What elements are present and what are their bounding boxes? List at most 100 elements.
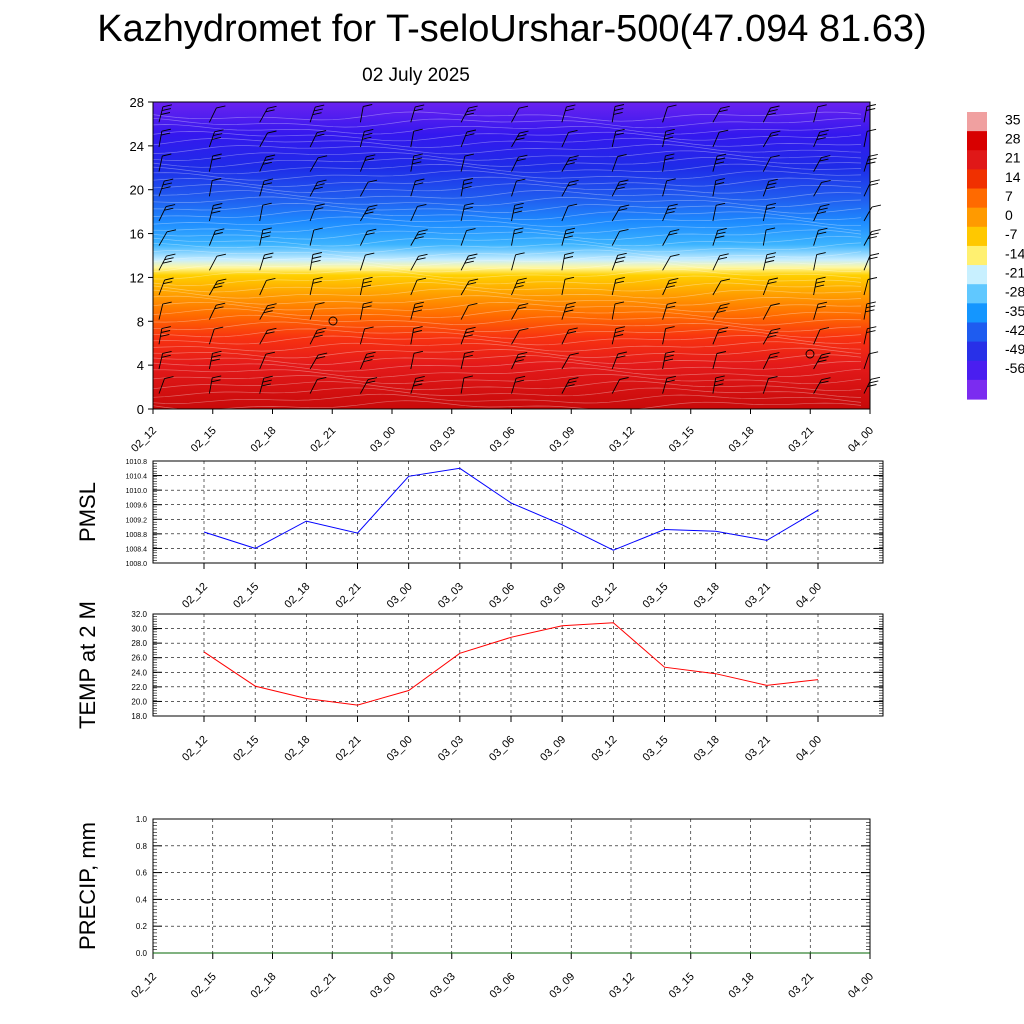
- wind-barb-162: [813, 227, 828, 246]
- wind-barb-23: [208, 105, 226, 123]
- xtick-label: 03_18: [692, 734, 722, 764]
- xtick-label: 03_06: [488, 971, 518, 1001]
- heatmap-xtick-label: 02_21: [308, 425, 338, 455]
- ytick-label: 24.0: [131, 668, 147, 677]
- wind-barb-122: [662, 326, 675, 345]
- ytick-label: 1009.2: [126, 517, 148, 524]
- wind-barb-96: [561, 377, 579, 394]
- wind-barb-4: [158, 277, 174, 296]
- wind-barb-8: [158, 178, 174, 197]
- wind-barb-58: [359, 128, 374, 148]
- wind-barb-102: [561, 227, 576, 246]
- wind-barb-82: [460, 129, 476, 148]
- wind-barb-18: [208, 228, 225, 246]
- colorbar-label: 14: [1005, 169, 1021, 185]
- contour-line-34: [152, 176, 862, 187]
- wind-barb-26: [259, 327, 277, 345]
- colorbar-swatch: [967, 131, 987, 151]
- wind-barb-118: [611, 128, 625, 148]
- wind-barb-93: [511, 154, 528, 172]
- wind-barb-103: [561, 203, 578, 222]
- contour-line-33: [152, 183, 862, 194]
- contour-line-18: [152, 282, 862, 293]
- contour-line-16: [152, 295, 862, 306]
- wind-barb-30: [259, 227, 272, 246]
- wind-barb-79: [460, 202, 474, 222]
- wind-barb-159: [813, 301, 828, 320]
- wind-barb-66: [410, 229, 428, 246]
- contour-line-23: [152, 249, 862, 260]
- heatmap-xtick-label: 03_18: [727, 425, 757, 455]
- wind-barb-14: [208, 326, 224, 345]
- contour-line-7: [152, 354, 862, 365]
- wind-barb-148: [762, 277, 778, 296]
- xtick-label: 02_21: [334, 734, 364, 764]
- contour-line-20: [152, 268, 862, 280]
- xtick-label: 03_09: [547, 971, 577, 1001]
- ytick-label: 22.0: [131, 683, 147, 692]
- colorbar-label: 28: [1005, 131, 1021, 147]
- xtick-label: 03_00: [385, 734, 415, 764]
- contour-line-15: [152, 301, 862, 313]
- colorbar-label: 35: [1005, 111, 1021, 127]
- contour-line-8: [152, 347, 862, 359]
- wind-barb-76: [460, 278, 479, 296]
- wind-barb-143: [712, 105, 730, 123]
- contour-line-38: [152, 150, 862, 161]
- panel-frame: [152, 613, 884, 717]
- contour-line-21: [152, 262, 862, 273]
- xtick-label: 02_18: [282, 734, 312, 764]
- wind-barb-45: [309, 155, 328, 172]
- ytick-label: 28.0: [131, 639, 147, 648]
- wind-barb-111: [611, 301, 625, 320]
- colorbar-label: 7: [1005, 188, 1013, 204]
- wind-barb-34: [259, 130, 277, 148]
- xtick-label: 02_18: [282, 581, 312, 611]
- wind-barb-24: [259, 375, 273, 394]
- wind-barb-74: [460, 326, 476, 345]
- wind-barb-119: [611, 104, 625, 123]
- xtick-label: 03_09: [538, 734, 568, 764]
- wind-barb-80: [460, 178, 473, 197]
- wind-barb-151: [762, 202, 776, 222]
- wind-barb-20: [208, 178, 222, 197]
- heatmap-field: [153, 102, 870, 409]
- contour-line-0: [152, 400, 862, 411]
- wind-barb-6: [158, 229, 177, 246]
- wind-barb-160: [813, 276, 826, 296]
- wind-barb-89: [511, 252, 525, 271]
- wind-barb-163: [813, 203, 830, 222]
- colorbar-swatch: [967, 341, 987, 362]
- ytick-label: 1010.8: [126, 459, 148, 466]
- heatmap-xtick-label: 03_12: [607, 425, 637, 455]
- xtick-label: 03_15: [641, 581, 671, 611]
- heatmap-xtick-label: 02_12: [129, 425, 159, 455]
- wind-barb-156: [813, 377, 831, 394]
- colorbar-swatch: [967, 322, 987, 343]
- xtick-label: 03_12: [589, 734, 619, 764]
- ytick-label: 20.0: [131, 697, 147, 706]
- wind-barbs: [158, 104, 881, 394]
- wind-barb-36: [309, 376, 327, 394]
- wind-barb-1: [158, 350, 172, 370]
- wind-barb-86: [511, 327, 529, 345]
- wind-barb-17: [209, 253, 226, 271]
- wind-barb-161: [813, 252, 826, 271]
- wind-barb-46: [309, 130, 327, 148]
- wind-barb-174: [863, 229, 881, 246]
- wind-barb-47: [309, 104, 325, 123]
- xtick-label: 03_09: [538, 581, 568, 611]
- wind-barb-55: [360, 204, 378, 222]
- contour-line-37: [152, 157, 862, 168]
- wind-barb-157: [813, 352, 831, 370]
- heatmap-ytick-label: 24: [130, 139, 144, 154]
- wind-barb-21: [208, 153, 222, 172]
- contour-line-24: [152, 242, 862, 254]
- wind-barb-43: [309, 203, 325, 222]
- wind-barb-12: [208, 375, 222, 394]
- contour-line-3: [152, 380, 862, 392]
- wind-barb-77: [460, 253, 478, 271]
- heatmap-ytick-label: 16: [130, 227, 144, 242]
- colorbar-label: -14: [1005, 245, 1024, 261]
